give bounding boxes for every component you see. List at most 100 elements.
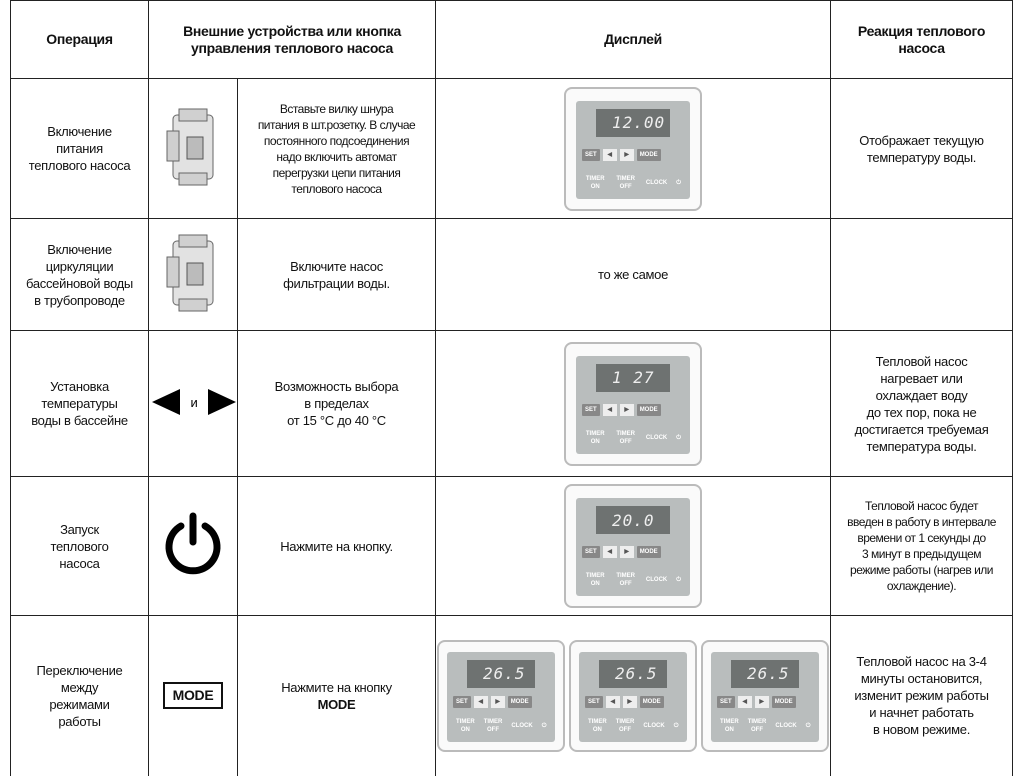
header-cell: Реакция теплового насоса (830, 0, 1014, 79)
header-cell: Внешние устройства или кнопка управления … (147, 0, 437, 79)
display-cell: 20.0 SET ◀ ▶ MODE TIMER ON TIMER OFF CLOCK ⏻ (435, 476, 832, 616)
text-line: работы (58, 713, 101, 729)
action-cell: Нажмите на кнопку. (236, 476, 437, 616)
timer-off-button: TIMER OFF (483, 718, 503, 733)
reaction-cell: Тепловой насос будет введен в работу в ин… (830, 476, 1014, 616)
table-row: Запуск теплового насоса Нажмите на кнопку.… (10, 476, 1014, 616)
text-line: Возможность выбора (274, 379, 399, 394)
panel-face: 26.5 SET ◀ ▶ MODE TIMER ON TIMER OFF CLOCK ⏻ (447, 651, 556, 742)
lcd-reading: 20.0 (612, 510, 655, 530)
text-line: управления теплового насоса (190, 39, 394, 56)
timer-off-button: TIMER OFF (616, 430, 635, 445)
text-line: постоянного подсоединения (263, 133, 410, 148)
text-line: насоса (59, 555, 100, 571)
breaker-icon (166, 108, 214, 185)
table-row: Установка температуры воды в бассейне и Во… (10, 330, 1014, 477)
panel-face: 1 27 SET ◀ ▶ MODE TIMER ON TIMER OFF CLOCK ⏻ (576, 355, 691, 454)
display-panel: 26.5 SET ◀ ▶ MODE TIMER ON TIMER OFF CLOCK ⏻ (701, 639, 830, 752)
text-line: Включите насос (290, 258, 383, 274)
timer-on-button: TIMER ON (456, 718, 475, 733)
display-cell: 26.5 SET ◀ ▶ MODE TIMER ON TIMER OFF CLOCK ⏻ 26.5… (435, 615, 832, 776)
text-line: питания (56, 141, 103, 156)
text-line: от 15 °C до 40 °C (287, 413, 386, 428)
text-line: Реакция теплового (857, 22, 986, 39)
mode-button: MODE (771, 695, 796, 708)
text-line: минуты остановится, (860, 671, 983, 687)
reaction-cell (830, 218, 1014, 331)
arrow-buttons-icon: и (152, 388, 236, 415)
lcd-reading: 1 27 (612, 368, 655, 387)
clock-button: CLOCK (645, 577, 668, 583)
left-button: ◀ (605, 695, 620, 708)
text-line: Отображает текущую (859, 132, 984, 148)
text-line: Нажмите на кнопку. (280, 538, 393, 554)
right-button: ▶ (619, 403, 634, 416)
text-line: питания в шт.розетку. В случае (257, 117, 416, 132)
header-cell: Операция (10, 0, 149, 79)
display-panel: 1 27 SET ◀ ▶ MODE TIMER ON TIMER OFF CLOCK ⏻ (564, 341, 703, 466)
set-button: SET (585, 695, 603, 708)
clock-button: CLOCK (643, 722, 665, 729)
timer-off-button: TIMER OFF (616, 573, 635, 587)
text-line: Запуск (60, 521, 99, 537)
timer-on-button: TIMER ON (585, 175, 605, 190)
lcd-screen: 1 27 (596, 363, 671, 392)
right-button: ▶ (622, 695, 637, 708)
text-line: времени от 1 секунды до (857, 531, 986, 545)
text-line: в пределах (304, 396, 369, 411)
operation-cell: Включение питания теплового насоса (10, 78, 149, 219)
operation-cell: Включение циркуляции бассейновой воды в тру… (10, 218, 149, 331)
button-row: TIMER ON TIMER OFF CLOCK ⏻ (582, 173, 684, 193)
text-line: насоса (898, 39, 945, 56)
button-row: SET ◀ ▶ MODE (582, 403, 684, 416)
text-line: Включение (47, 124, 112, 139)
icon-cell (148, 476, 238, 616)
text-line: надо включить автомат (276, 149, 397, 164)
action-cell: Вставьте вилку шнура питания в шт.розетку… (236, 78, 437, 219)
button-row: SET ◀ ▶ MODE (585, 695, 681, 708)
text-line: 3 минут в предыдущем (862, 547, 982, 561)
text-line: Тепловой насос будет (865, 499, 979, 513)
operation-cell: Переключение между режимами работы (10, 615, 149, 776)
text-line: Вставьте вилку шнура (279, 101, 394, 116)
power-button: ⏻ (805, 722, 811, 729)
right-button: ▶ (619, 148, 634, 161)
display-panel: 20.0 SET ◀ ▶ MODE TIMER ON TIMER OFF CLOCK ⏻ (564, 484, 703, 608)
text-line: охлаждает воду (875, 387, 968, 403)
mode-button: MODE (507, 695, 532, 708)
button-row: SET ◀ ▶ MODE (582, 148, 684, 161)
clock-button: CLOCK (645, 434, 668, 441)
mode-button: MODE (639, 695, 664, 708)
text-line: теплового насоса (291, 181, 382, 196)
action-cell: Нажмите на кнопку MODE (236, 615, 437, 776)
button-row: SET ◀ ▶ MODE (717, 695, 813, 708)
left-button: ◀ (602, 148, 617, 161)
right-button: ▶ (619, 546, 634, 558)
text-line: Внешние устройства или кнопка (183, 22, 401, 39)
timer-on-button: TIMER ON (585, 430, 605, 445)
lcd-screen: 20.0 (596, 506, 671, 534)
text-line: теплового насоса (28, 158, 131, 173)
text-line: в трубопроводе (34, 292, 125, 308)
text-line: фильтрации воды. (283, 275, 390, 291)
icon-cell (148, 78, 238, 219)
set-button: SET (582, 403, 600, 416)
lcd-screen: 12.00 (596, 108, 671, 137)
mode-button: MODE (636, 546, 661, 558)
table-row: Включение питания теплового насоса Вставьт… (10, 78, 1014, 219)
text-line: режимами (49, 696, 110, 712)
text-line: воды в бассейне (31, 413, 128, 428)
timer-on-button: TIMER ON (588, 718, 607, 733)
power-icon (165, 512, 221, 575)
clock-button: CLOCK (645, 179, 668, 186)
left-button: ◀ (473, 695, 488, 708)
text-line: изменит режим работы (854, 688, 989, 704)
text-line: достигается требуемая (854, 421, 989, 437)
reaction-cell: Тепловой насос нагревает или охлаждает вод… (830, 330, 1014, 477)
clock-button: CLOCK (775, 722, 797, 729)
timer-off-button: TIMER OFF (747, 718, 767, 733)
table-row: Переключение между режимами работы MODE Наж… (10, 615, 1014, 776)
header-row: Операция Внешние устройства или кнопка уп… (10, 0, 1014, 79)
timer-off-button: TIMER OFF (615, 718, 635, 733)
